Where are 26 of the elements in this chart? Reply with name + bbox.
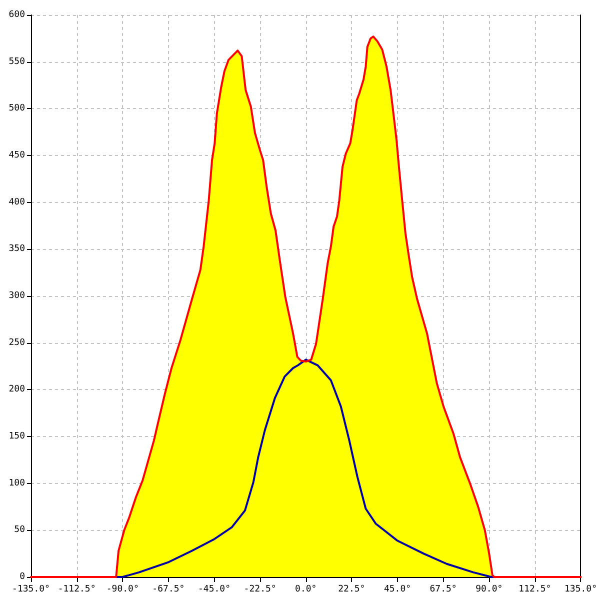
x-tick-label: -90.0° xyxy=(106,584,139,594)
x-tick-label: 112.5° xyxy=(518,584,552,594)
x-tick-label: 135.0° xyxy=(564,584,597,594)
x-tick-label: 67.5° xyxy=(430,584,457,594)
y-tick-label: 0 xyxy=(20,572,25,582)
y-tick-label: 50 xyxy=(14,525,25,536)
y-tick-label: 150 xyxy=(8,432,25,442)
y-tick-label: 550 xyxy=(8,56,25,67)
y-tick-label: 200 xyxy=(8,384,25,395)
x-tick-label: 0.0° xyxy=(295,584,317,594)
y-tick-label: 450 xyxy=(8,150,25,160)
y-tick-label: 400 xyxy=(8,197,25,208)
x-tick-label: -135.0° xyxy=(12,584,50,594)
y-tick-label: 350 xyxy=(8,244,25,254)
x-tick-label: 90.0° xyxy=(476,584,503,594)
x-tick-label: 22.5° xyxy=(338,584,366,594)
x-tick-label: -67.5° xyxy=(152,584,185,594)
y-tick-label: 500 xyxy=(8,104,25,114)
y-tick-label: 600 xyxy=(8,10,25,20)
y-tick-label: 300 xyxy=(8,291,25,301)
x-tick-label: -112.5° xyxy=(58,584,96,594)
y-tick-label: 250 xyxy=(8,338,25,348)
x-tick-label: -22.5° xyxy=(244,584,276,594)
x-tick-label: 45.0° xyxy=(384,584,412,594)
x-tick-label: -45.0° xyxy=(198,584,231,594)
y-tick-label: 100 xyxy=(8,478,25,488)
